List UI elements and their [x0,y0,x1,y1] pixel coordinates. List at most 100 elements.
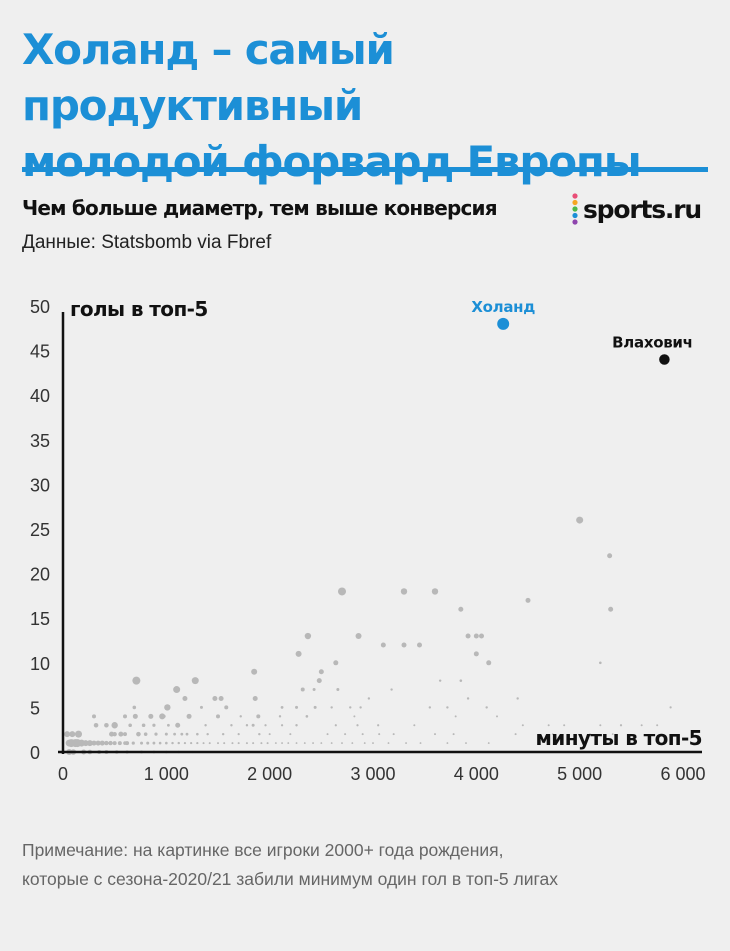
data-point [245,742,248,745]
y-tick-label: 40 [30,386,50,406]
data-point [199,705,203,709]
data-point [304,632,312,640]
data-point [239,715,242,718]
data-source: Данные: Statsbomb via Fbref [22,232,272,253]
data-point [295,650,302,657]
data-point [177,741,180,745]
x-tick-label: 1 000 [144,764,189,784]
data-point [336,688,340,692]
data-point [452,733,455,736]
data-point [607,553,613,559]
data-point [669,706,672,709]
data-point [318,669,324,675]
data-point [260,742,263,745]
chart-title: Холанд – самый продуктивный молодой форв… [22,22,712,190]
data-point [338,587,346,596]
data-point [251,723,255,727]
data-point [281,742,283,744]
footnote: Примечание: на картинке все игроки 2000+… [22,836,558,894]
data-point [454,715,457,718]
data-point [183,741,187,745]
data-point [274,742,277,744]
data-point [186,713,192,719]
data-point [599,661,602,665]
data-point [109,731,115,737]
data-point [334,724,337,727]
data-point [333,660,339,666]
data-point [428,706,432,709]
data-point [196,741,199,745]
x-tick-label: 0 [58,764,68,784]
data-point [92,714,96,719]
data-point [204,724,207,727]
data-point [252,695,258,701]
data-point [589,733,591,736]
data-point [330,742,333,744]
data-point [180,732,184,736]
data-point [132,713,138,719]
data-point [351,742,354,744]
data-point [158,741,162,745]
data-point [112,731,117,737]
data-point [330,706,333,709]
data-point [159,713,166,720]
data-point [131,741,135,745]
data-point [278,715,282,718]
data-point [349,706,352,709]
data-point [473,633,479,639]
data-point [611,733,614,736]
data-point [372,742,374,744]
data-point [401,642,407,648]
data-point [132,705,137,710]
data-point [217,742,219,745]
y-tick-label: 50 [30,297,50,317]
data-point [185,732,189,736]
data-point [245,724,249,727]
data-point [320,742,323,744]
data-point [599,724,602,727]
logo-dot [572,212,578,219]
data-point [196,732,199,736]
data-point [367,697,371,700]
data-point [190,741,193,745]
data-point [86,740,93,747]
logo-dot [572,193,578,199]
data-point [164,732,168,736]
data-point [104,740,109,746]
data-point [465,633,471,639]
data-point [300,687,305,692]
data-point [148,713,154,719]
data-point [295,705,299,709]
data-point [224,705,229,710]
x-tick-label: 5 000 [557,764,602,784]
data-point [112,741,117,746]
data-point [521,724,524,727]
data-point [132,676,141,685]
data-point [313,705,317,709]
data-point [93,722,99,728]
data-point [568,742,571,744]
x-axis-title: минуты в топ-5 [536,726,702,750]
data-point [295,742,298,744]
x-tick-label: 2 000 [247,764,292,784]
data-point [473,651,479,657]
data-point [256,714,261,719]
data-point [171,741,174,745]
data-point [400,588,408,595]
data-point [387,742,390,744]
y-tick-label: 15 [30,609,50,629]
data-point [206,732,209,736]
data-point [264,724,267,727]
data-point [576,516,584,524]
data-point [164,704,171,711]
data-point [117,741,122,746]
data-point [377,724,380,727]
data-point [446,706,449,709]
data-point [104,722,109,728]
data-point [419,742,422,744]
data-point [289,733,292,736]
y-tick-label: 0 [30,743,40,763]
y-tick-label: 45 [30,342,50,362]
logo-dot [572,219,578,225]
data-point [237,733,240,736]
